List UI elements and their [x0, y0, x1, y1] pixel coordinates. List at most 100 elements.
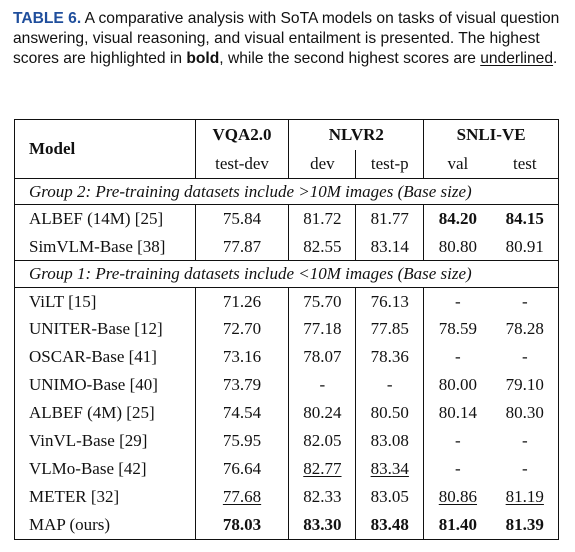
nlvr-dev-cell: 80.24 — [288, 399, 357, 428]
group-2-title: Group 2: Pre-training datasets include >… — [14, 177, 559, 205]
model-cell: UNITER-Base [12] — [14, 315, 196, 344]
snli-val-cell: - — [423, 286, 492, 316]
caption-text-1: A comparative analysis with SoTA models … — [13, 10, 560, 67]
nlvr-test-cell: 80.50 — [370, 403, 409, 423]
vqa-cell: 72.70 — [194, 315, 289, 344]
model-cell: MAP (ours) — [14, 511, 196, 541]
snli-val-cell: - — [423, 427, 492, 456]
nlvr-dev-cell: 78.07 — [288, 343, 357, 372]
table-row: VinVL-Base [29] 75.95 82.05 83.08 - - — [14, 427, 559, 456]
caption-text-2: , while the second highest scores are — [219, 50, 481, 67]
model-cell: ALBEF (14M) [25] — [14, 204, 196, 233]
nlvr-dev-cell: 82.77 — [288, 455, 357, 484]
snli-val-cell: - — [423, 455, 492, 484]
table-row: ALBEF (14M) [25] 75.84 81.72 81.77 84.20… — [14, 204, 559, 233]
nlvr-test-cell: 83.14 — [370, 236, 409, 256]
snli-test-cell: - — [491, 427, 559, 456]
vqa-cell: 73.79 — [194, 371, 289, 400]
vqa-cell: 76.64 — [194, 455, 289, 484]
snli-test-cell: 79.10 — [491, 371, 559, 400]
snli-test-cell: - — [491, 455, 559, 484]
snli-val-cell: 78.59 — [423, 315, 492, 344]
snli-val-cell: 80.80 — [423, 232, 492, 261]
snli-val-cell: 80.86 — [423, 483, 492, 512]
nlvr-test-cell: 83.34 — [370, 459, 409, 479]
nlvr-dev-cell: - — [288, 371, 357, 400]
table-row: UNIMO-Base [40] 73.79 - - 80.00 79.10 — [14, 371, 559, 400]
table-row: SimVLM-Base [38] 77.87 82.55 83.14 80.80… — [14, 232, 559, 261]
group-row: Group 1: Pre-training datasets include <… — [14, 260, 559, 288]
snli-val-cell: 80.14 — [423, 399, 492, 428]
vqa-cell: 75.95 — [194, 427, 289, 456]
snli-test-cell: 78.28 — [491, 315, 559, 344]
vqa-cell: 73.16 — [194, 343, 289, 372]
nlvr-test-cell: - — [386, 375, 393, 395]
snli-test-cell: 81.19 — [491, 483, 559, 512]
table-row: OSCAR-Base [41] 73.16 78.07 78.36 - - — [14, 343, 559, 372]
header-vqa: VQA2.0 — [194, 118, 289, 150]
model-cell: VLMo-Base [42] — [14, 455, 196, 484]
nlvr-test-cell: 81.77 — [355, 204, 424, 233]
nlvr-test-cell: 83.48 — [355, 511, 424, 541]
nlvr-test-cell: 76.13 — [355, 286, 424, 316]
vqa-cell: 77.68 — [194, 483, 289, 512]
header-nlvr: NLVR2 — [288, 118, 424, 150]
nlvr-dev-cell: 77.18 — [288, 315, 357, 344]
header-nlvr-test: test-p — [370, 153, 409, 173]
nlvr-dev-cell: 82.55 — [288, 232, 357, 261]
snli-val-cell: 81.40 — [423, 511, 492, 541]
header-nlvr-dev: dev — [288, 149, 357, 179]
model-cell: METER [32] — [14, 483, 196, 512]
caption-bold-word: bold — [186, 50, 220, 67]
vqa-cell: 74.54 — [194, 399, 289, 428]
caption-text-3: . — [553, 50, 558, 67]
table-caption: TABLE 6. A comparative analysis with SoT… — [13, 9, 565, 69]
results-table: Model VQA2.0 NLVR2 SNLI-VE test-dev dev … — [14, 118, 559, 541]
nlvr-dev-cell: 81.72 — [288, 204, 357, 233]
header-model: Model — [14, 119, 196, 179]
table-row: ALBEF (4M) [25] 74.54 80.24 80.50 80.14 … — [14, 399, 559, 428]
table-row: VLMo-Base [42] 76.64 82.77 83.34 - - — [14, 455, 559, 484]
nlvr-test-cell: 77.85 — [370, 319, 409, 339]
table-row: METER [32] 77.68 82.33 83.05 80.86 81.19 — [14, 483, 559, 512]
snli-val-cell: 84.20 — [423, 204, 492, 233]
vqa-cell: 77.87 — [194, 232, 289, 261]
model-cell: OSCAR-Base [41] — [14, 343, 196, 372]
header-snli-test: test — [491, 149, 559, 179]
nlvr-dev-cell: 83.30 — [288, 511, 357, 541]
header-row-top: Model VQA2.0 NLVR2 SNLI-VE — [14, 118, 559, 179]
model-cell: ViLT [15] — [14, 286, 196, 316]
vqa-cell: 78.03 — [194, 511, 289, 541]
group-row: Group 2: Pre-training datasets include >… — [14, 177, 559, 205]
nlvr-dev-cell: 75.70 — [288, 286, 357, 316]
header-snli-val: val — [423, 149, 492, 179]
caption-label: TABLE 6. — [13, 10, 82, 27]
model-cell: ALBEF (4M) [25] — [14, 399, 196, 428]
vqa-cell: 71.26 — [194, 286, 289, 316]
nlvr-test-cell: 78.36 — [370, 347, 409, 367]
snli-test-cell: 80.30 — [491, 399, 559, 428]
table-row: MAP (ours) 78.03 83.30 83.48 81.40 81.39 — [14, 511, 559, 541]
snli-test-cell: - — [491, 343, 559, 372]
snli-test-cell: 84.15 — [491, 204, 559, 233]
snli-test-cell: 81.39 — [491, 511, 559, 541]
snli-val-cell: - — [423, 343, 492, 372]
header-snli: SNLI-VE — [423, 118, 559, 150]
nlvr-test-cell: 83.08 — [370, 431, 409, 451]
nlvr-test-cell: 83.05 — [370, 487, 409, 507]
model-cell: VinVL-Base [29] — [14, 427, 196, 456]
snli-test-cell: - — [491, 286, 559, 316]
header-row-sub: test-dev dev test-p val test — [15, 149, 559, 179]
table-row: ViLT [15] 71.26 75.70 76.13 - - — [14, 286, 559, 316]
nlvr-dev-cell: 82.33 — [288, 483, 357, 512]
header-vqa-split: test-dev — [194, 149, 289, 179]
nlvr-dev-cell: 82.05 — [288, 427, 357, 456]
table-row: UNITER-Base [12] 72.70 77.18 77.85 78.59… — [14, 315, 559, 344]
snli-test-cell: 80.91 — [491, 232, 559, 261]
model-cell: UNIMO-Base [40] — [14, 371, 196, 400]
caption-underline-word: underlined — [480, 50, 554, 67]
snli-val-cell: 80.00 — [423, 371, 492, 400]
vqa-cell: 75.84 — [194, 204, 289, 233]
model-cell: SimVLM-Base [38] — [14, 232, 196, 261]
group-1-title: Group 1: Pre-training datasets include <… — [14, 260, 559, 288]
